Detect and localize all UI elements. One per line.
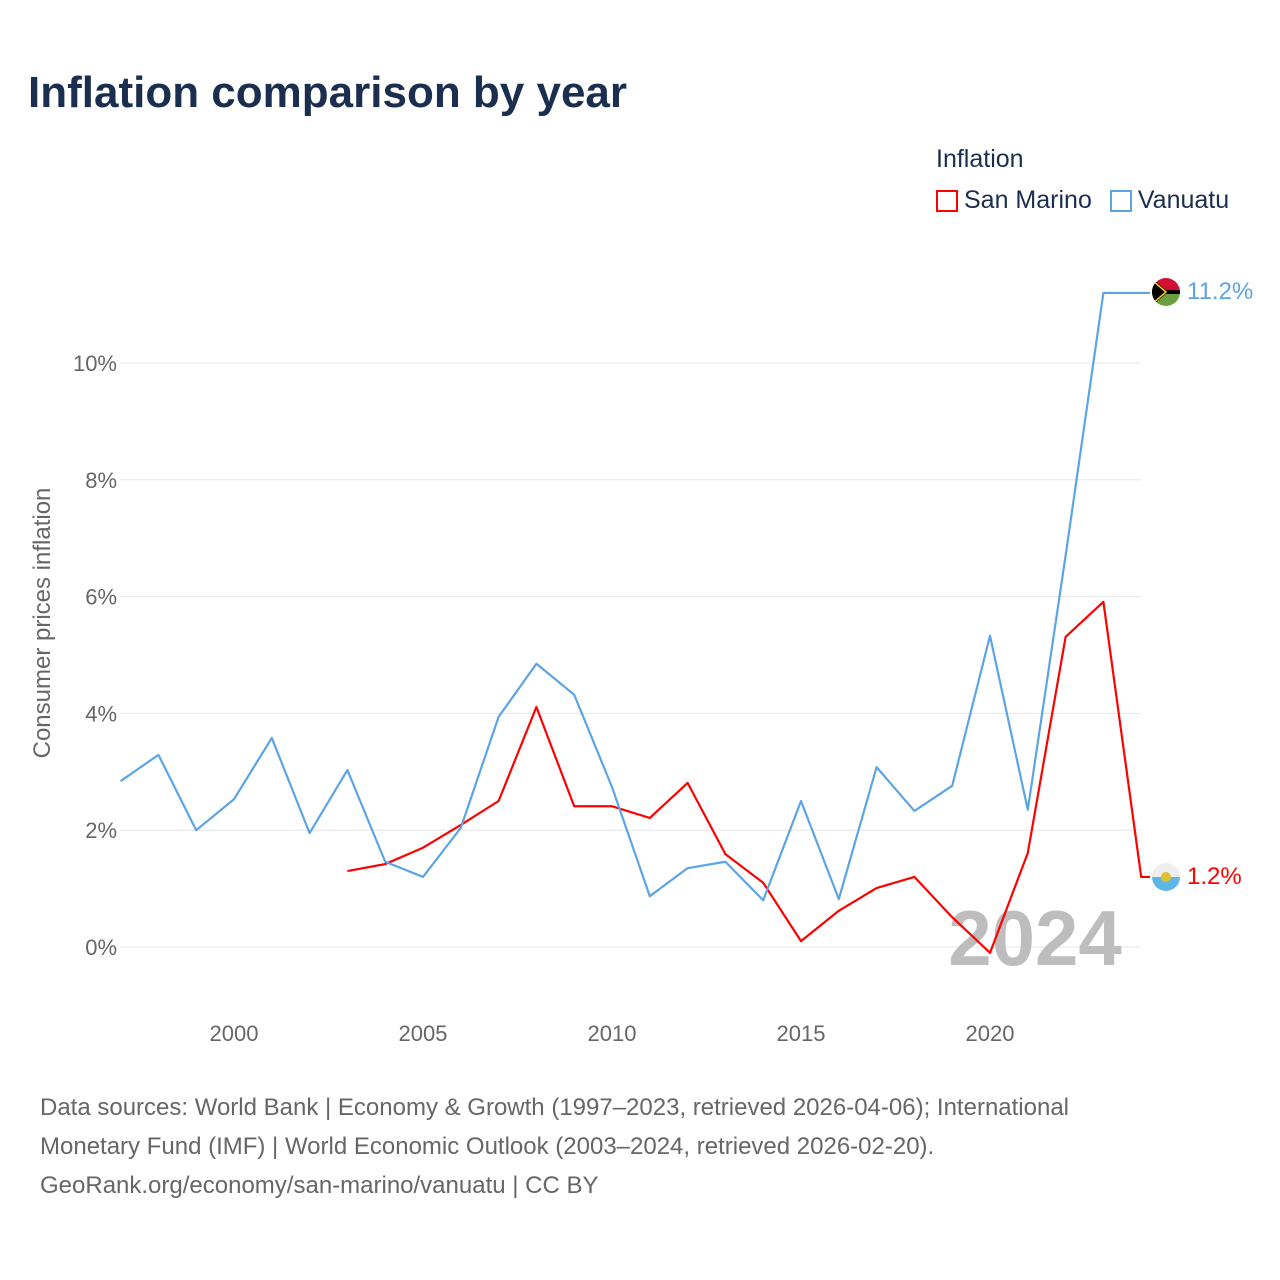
footer-sources: Data sources: World Bank | Economy & Gro…: [40, 1088, 1240, 1205]
data-point[interactable]: [760, 880, 766, 886]
san-marino-end-label: 1.2%: [1187, 863, 1242, 890]
footer-line: Data sources: World Bank | Economy & Gro…: [40, 1094, 1070, 1121]
data-point[interactable]: [609, 803, 615, 809]
y-tick-label: 10%: [73, 351, 117, 376]
legend-title: Inflation: [936, 145, 1024, 173]
data-point[interactable]: [949, 914, 955, 920]
legend-swatch-san-marino: [936, 189, 958, 212]
data-point[interactable]: [874, 764, 880, 770]
data-point[interactable]: [987, 633, 993, 639]
data-point[interactable]: [949, 783, 955, 789]
data-point[interactable]: [533, 704, 539, 710]
data-point[interactable]: [155, 752, 161, 758]
data-point[interactable]: [344, 767, 350, 773]
data-point[interactable]: [231, 796, 237, 802]
legend-label: Vanuatu: [1137, 186, 1230, 214]
data-point[interactable]: [987, 950, 993, 956]
data-point[interactable]: [571, 803, 577, 809]
data-point[interactable]: [458, 825, 464, 831]
series-line-san-marino[interactable]: [347, 600, 1150, 954]
data-point[interactable]: [344, 868, 350, 874]
data-point[interactable]: [911, 808, 917, 814]
data-point[interactable]: [269, 735, 275, 741]
page-title: Inflation comparison by year: [28, 68, 628, 117]
data-point[interactable]: [420, 845, 426, 851]
data-point[interactable]: [420, 874, 426, 880]
x-tick-label: 2005: [399, 1021, 448, 1046]
data-point[interactable]: [760, 897, 766, 903]
vanuatu-end-label: 11.2%: [1187, 278, 1253, 305]
y-tick-label: 8%: [85, 468, 117, 493]
data-point[interactable]: [647, 815, 653, 821]
data-point[interactable]: [647, 893, 653, 899]
y-axis-label: Consumer prices inflation: [29, 488, 56, 759]
vanuatu-flag-icon: [1152, 278, 1180, 306]
legend-swatch-vanuatu: [1109, 189, 1132, 212]
data-point[interactable]: [685, 780, 691, 786]
data-point[interactable]: [1100, 290, 1106, 296]
data-point[interactable]: [1063, 553, 1069, 559]
footer-line[interactable]: GeoRank.org/economy/san-marino/vanuatu |…: [40, 1172, 599, 1199]
data-point[interactable]: [307, 830, 313, 836]
legend-label: San Marino: [964, 186, 1092, 214]
data-point[interactable]: [685, 865, 691, 871]
y-tick-label: 2%: [85, 818, 117, 843]
legend: San Marino Vanuatu: [936, 186, 1229, 215]
data-point[interactable]: [798, 798, 804, 804]
x-tick-label: 2020: [966, 1021, 1015, 1046]
data-point[interactable]: [496, 798, 502, 804]
data-point[interactable]: [496, 714, 502, 720]
data-point[interactable]: [1025, 807, 1031, 813]
footer-line: Monetary Fund (IMF) | World Economic Out…: [40, 1133, 935, 1160]
data-point[interactable]: [1100, 599, 1106, 605]
data-point[interactable]: [911, 874, 917, 880]
san-marino-flag-icon: [1152, 863, 1180, 891]
y-tick-label: 6%: [85, 585, 117, 610]
data-point[interactable]: [874, 885, 880, 891]
data-point[interactable]: [118, 778, 124, 784]
x-tick-label: 2010: [588, 1021, 637, 1046]
data-point[interactable]: [533, 661, 539, 667]
legend-item-san-marino[interactable]: San Marino: [936, 186, 1092, 215]
data-point[interactable]: [382, 859, 388, 865]
data-point[interactable]: [836, 896, 842, 902]
year-watermark: 2024: [948, 894, 1122, 982]
data-point[interactable]: [1138, 874, 1144, 880]
y-tick-label: 4%: [85, 701, 117, 726]
series-line-vanuatu[interactable]: [119, 291, 1150, 902]
data-point[interactable]: [722, 851, 728, 857]
data-point[interactable]: [193, 827, 199, 833]
data-point[interactable]: [722, 859, 728, 865]
data-point[interactable]: [836, 908, 842, 914]
data-point[interactable]: [571, 692, 577, 698]
x-tick-label: 2015: [777, 1021, 826, 1046]
data-point[interactable]: [1025, 850, 1031, 856]
y-tick-label: 0%: [85, 935, 117, 960]
legend-item-vanuatu[interactable]: Vanuatu: [1109, 186, 1230, 215]
data-point[interactable]: [609, 784, 615, 790]
x-tick-label: 2000: [210, 1021, 259, 1046]
data-point[interactable]: [1063, 634, 1069, 640]
data-point[interactable]: [798, 938, 804, 944]
